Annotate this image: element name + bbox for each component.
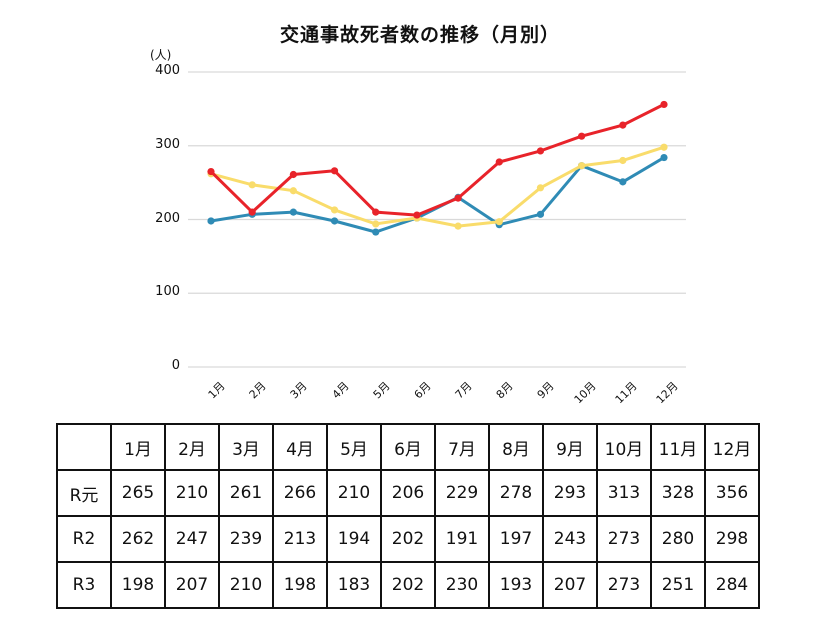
data-point-marker xyxy=(536,210,545,218)
table-cell: 266 xyxy=(272,469,328,517)
table-header-cell: 9月 xyxy=(542,423,598,471)
data-point-marker xyxy=(207,167,215,176)
table-header-cell: 10月 xyxy=(596,423,652,471)
chart-title: 交通事故死者数の推移（月別） xyxy=(279,24,560,46)
table-cell: 243 xyxy=(542,515,598,563)
data-point-marker xyxy=(330,206,339,214)
y-tick-label: 200 xyxy=(155,210,180,226)
table-header-cell: 1月 xyxy=(110,423,166,471)
table-cell: 207 xyxy=(164,561,220,609)
row-label-cell: R元 xyxy=(56,469,112,517)
y-tick-label: 0 xyxy=(171,358,180,373)
y-tick-label: 300 xyxy=(155,136,180,152)
table-cell: 229 xyxy=(434,469,490,517)
data-point-marker xyxy=(578,132,586,140)
data-point-marker xyxy=(289,208,297,216)
data-point-marker xyxy=(660,143,668,151)
table-header-cell: 11月 xyxy=(650,423,706,471)
row-label-cell: R2 xyxy=(56,515,112,563)
data-point-marker xyxy=(289,187,297,195)
table-header-cell: 8月 xyxy=(488,423,544,471)
table-cell: 210 xyxy=(218,561,274,609)
table-cell: 202 xyxy=(380,561,436,609)
table-cell: 273 xyxy=(596,561,652,609)
y-tick-label: 100 xyxy=(155,284,180,300)
data-point-marker xyxy=(660,153,668,162)
data-point-marker xyxy=(207,217,215,225)
table-cell: 210 xyxy=(326,469,382,517)
y-axis-unit: (人) xyxy=(150,48,172,62)
table-cell: 298 xyxy=(704,515,760,563)
table-cell: 280 xyxy=(650,515,706,563)
table-cell: 193 xyxy=(488,561,544,609)
table-corner-cell xyxy=(56,423,112,471)
y-tick-label: 400 xyxy=(155,63,180,78)
data-point-marker xyxy=(372,208,380,216)
table-cell: 198 xyxy=(110,561,166,609)
data-point-marker xyxy=(454,194,462,202)
table-cell: 247 xyxy=(164,515,220,563)
data-point-marker xyxy=(619,178,627,186)
data-point-marker xyxy=(536,184,545,192)
table-cell: 239 xyxy=(218,515,274,563)
table-cell: 194 xyxy=(326,515,382,563)
table-cell: 278 xyxy=(488,469,544,517)
table-cell: 293 xyxy=(542,469,598,517)
table-row: R元 265 210 261 266 210 206 229 278 293 313 328 356 xyxy=(56,469,760,517)
table-header-cell: 7月 xyxy=(434,423,490,471)
data-point-marker xyxy=(619,121,627,129)
data-point-marker xyxy=(289,170,297,179)
table-cell: 207 xyxy=(542,561,598,609)
table-cell: 328 xyxy=(650,469,706,517)
data-point-marker xyxy=(578,162,586,170)
data-table: 1月 2月 3月 4月 5月 6月 7月 8月 9月 10月 11月 12月 R元 265 210 261 26… xyxy=(56,423,760,609)
data-point-marker xyxy=(413,211,421,219)
table-cell: 230 xyxy=(434,561,490,609)
table-row: R3 198 207 210 198 183 202 230 193 207 273 251 284 xyxy=(56,561,760,609)
table-cell: 213 xyxy=(272,515,328,563)
data-point-marker xyxy=(619,156,627,165)
table-header-cell: 6月 xyxy=(380,423,436,471)
series-line-r-gan xyxy=(209,103,665,217)
data-point-marker xyxy=(454,222,462,230)
data-point-marker xyxy=(248,181,256,189)
table-cell: 356 xyxy=(704,469,760,517)
table-cell: 265 xyxy=(110,469,166,517)
table-cell: 206 xyxy=(380,469,436,517)
series-line-r2 xyxy=(210,145,665,228)
line-chart-plot xyxy=(188,71,686,368)
data-point-marker xyxy=(536,147,545,155)
data-point-marker xyxy=(330,167,339,175)
table-cell: 251 xyxy=(650,561,706,609)
table-cell: 197 xyxy=(488,515,544,563)
data-point-marker xyxy=(372,228,380,236)
table-cell: 273 xyxy=(596,515,652,563)
data-point-marker xyxy=(248,208,256,216)
table-row: R2 262 247 239 213 194 202 191 197 243 273 280 298 xyxy=(56,515,760,563)
table-header-cell: 4月 xyxy=(272,423,328,471)
data-point-marker xyxy=(495,218,503,226)
table-cell: 198 xyxy=(272,561,328,609)
table-header-cell: 2月 xyxy=(164,423,220,471)
table-cell: 313 xyxy=(596,469,652,517)
table-cell: 284 xyxy=(704,561,760,609)
table-cell: 191 xyxy=(434,515,490,563)
table-cell: 261 xyxy=(218,469,274,517)
table-cell: 183 xyxy=(326,561,382,609)
data-point-marker xyxy=(660,100,668,109)
data-point-marker xyxy=(495,158,503,166)
table-header-cell: 12月 xyxy=(704,423,760,471)
table-cell: 262 xyxy=(110,515,166,563)
row-label-cell: R3 xyxy=(56,561,112,609)
data-point-marker xyxy=(330,217,339,225)
table-cell: 210 xyxy=(164,469,220,517)
table-cell: 202 xyxy=(380,515,436,563)
data-point-marker xyxy=(372,220,380,228)
table-header-row: 1月 2月 3月 4月 5月 6月 7月 8月 9月 10月 11月 12月 xyxy=(56,423,760,471)
table-header-cell: 3月 xyxy=(218,423,274,471)
table-header-cell: 5月 xyxy=(326,423,382,471)
